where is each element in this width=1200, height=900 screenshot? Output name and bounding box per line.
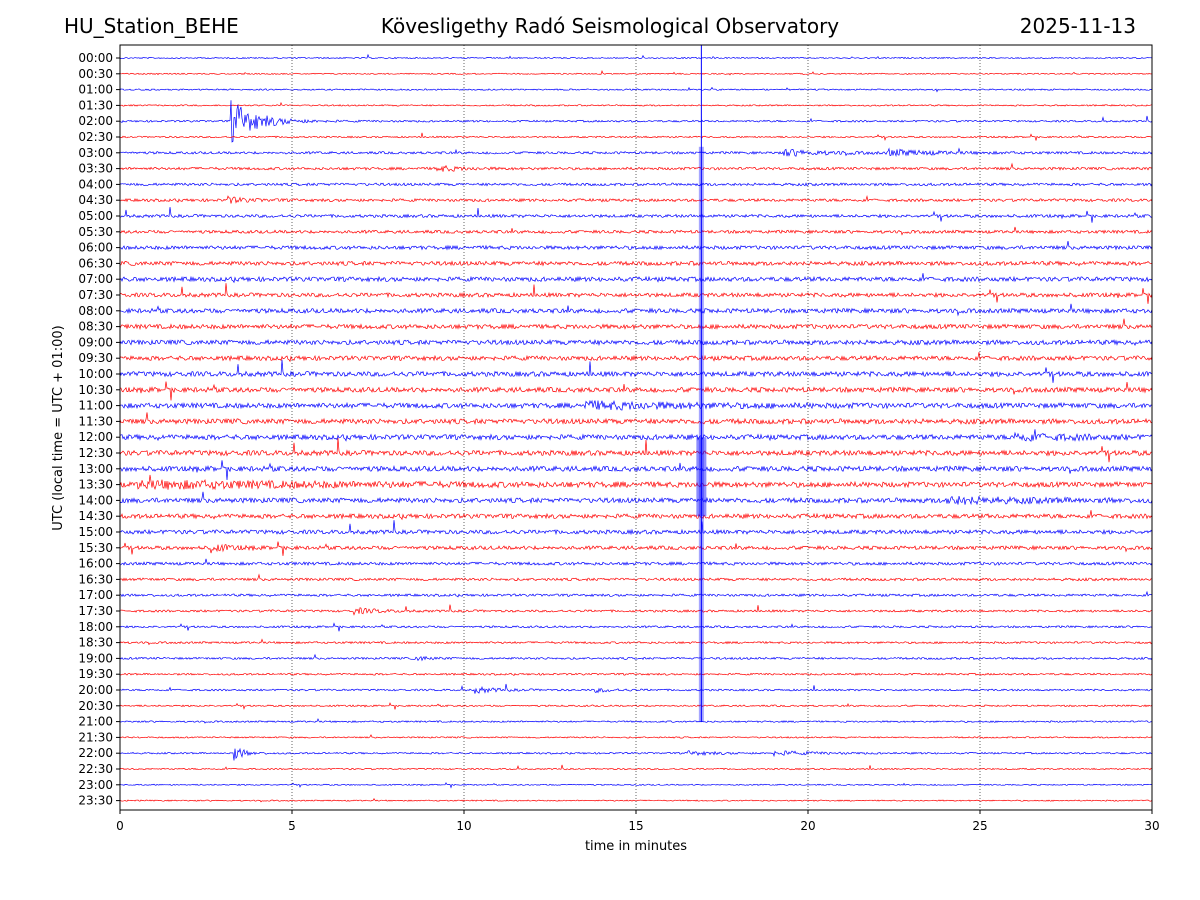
y-tick-label: 07:30 — [78, 288, 113, 302]
x-axis-ticks: 0 5 10 15 20 25 30 — [116, 810, 1160, 833]
y-tick-label: 05:00 — [78, 209, 113, 223]
y-tick-label: 03:30 — [78, 162, 113, 176]
x-tick-label: 5 — [288, 819, 296, 833]
x-tick-label: 25 — [972, 819, 987, 833]
y-tick-label: 00:30 — [78, 67, 113, 81]
y-tick-label: 04:30 — [78, 193, 113, 207]
y-tick-label: 15:30 — [78, 541, 113, 555]
seismic-trace-0030 — [119, 69, 1153, 76]
seismic-trace-1430 — [119, 510, 1153, 521]
y-tick-label: 21:00 — [78, 715, 113, 729]
vertical-grid-lines — [291, 45, 981, 810]
y-tick-label: 08:30 — [78, 320, 113, 334]
x-tick-label: 0 — [116, 819, 124, 833]
y-tick-label: 09:30 — [78, 351, 113, 365]
y-tick-label: 10:00 — [78, 367, 113, 381]
seismic-trace-1600 — [119, 558, 1153, 567]
event-spike-band — [698, 146, 704, 722]
event-spike-peak — [696, 437, 707, 517]
y-tick-label: 05:30 — [78, 225, 113, 239]
y-tick-label: 06:30 — [78, 256, 113, 270]
x-tick-label: 15 — [628, 819, 643, 833]
y-tick-label: 18:30 — [78, 636, 113, 650]
y-tick-label: 02:00 — [78, 114, 113, 128]
y-tick-label: 22:30 — [78, 762, 113, 776]
seismic-trace-0300 — [119, 147, 1153, 157]
seismic-trace-0700 — [119, 273, 1153, 284]
y-tick-label: 14:30 — [78, 509, 113, 523]
seismic-traces — [119, 53, 1153, 803]
y-tick-label: 14:00 — [78, 493, 113, 507]
y-tick-label: 17:30 — [78, 604, 113, 618]
y-tick-label: 12:00 — [78, 430, 113, 444]
y-tick-label: 15:00 — [78, 525, 113, 539]
y-tick-label: 19:00 — [78, 651, 113, 665]
y-tick-label: 21:30 — [78, 730, 113, 744]
y-tick-label: 13:30 — [78, 478, 113, 492]
y-tick-label: 12:30 — [78, 446, 113, 460]
station-name: HU_Station_BEHE — [64, 14, 239, 38]
y-tick-label: 01:00 — [78, 83, 113, 97]
y-tick-label: 13:00 — [78, 462, 113, 476]
x-tick-label: 30 — [1144, 819, 1159, 833]
seismic-trace-1730 — [120, 604, 1153, 616]
y-tick-label: 06:00 — [78, 241, 113, 255]
y-axis-label: UTC (local time = UTC + 01:00) — [51, 325, 66, 530]
seismic-trace-1630 — [119, 573, 1153, 582]
y-tick-label: 23:00 — [78, 778, 113, 792]
y-tick-label: 16:30 — [78, 572, 113, 586]
y-tick-label: 16:00 — [78, 557, 113, 571]
y-tick-label: 00:00 — [78, 51, 113, 65]
y-tick-label: 08:00 — [78, 304, 113, 318]
y-tick-label: 01:30 — [78, 98, 113, 112]
seismic-trace-1930 — [119, 672, 1153, 677]
y-tick-label: 11:00 — [78, 399, 113, 413]
seismic-trace-0600 — [119, 241, 1153, 251]
seismic-trace-1830 — [119, 638, 1153, 646]
x-axis-label: time in minutes — [585, 839, 687, 854]
seismic-trace-2300 — [119, 782, 1153, 789]
chart-title: Kövesligethy Radó Seismological Observat… — [380, 14, 840, 38]
seismic-trace-0630 — [119, 260, 1153, 267]
x-tick-label: 20 — [800, 819, 815, 833]
y-tick-label: 20:30 — [78, 699, 113, 713]
y-tick-label: 23:30 — [78, 794, 113, 808]
y-tick-label: 19:30 — [78, 667, 113, 681]
y-tick-label: 03:00 — [78, 146, 113, 160]
seismic-trace-0930 — [119, 352, 1153, 363]
seismic-trace-1000 — [119, 359, 1153, 383]
seismic-trace-0500 — [119, 207, 1153, 223]
y-tick-label: 22:00 — [78, 746, 113, 760]
seismic-trace-0430 — [119, 195, 1153, 204]
seismic-trace-2100 — [119, 718, 1153, 724]
seismic-trace-0230 — [119, 132, 1153, 142]
y-tick-label: 20:00 — [78, 683, 113, 697]
chart-date: 2025-11-13 — [1019, 14, 1136, 38]
y-tick-label: 07:00 — [78, 272, 113, 286]
y-tick-label: 11:30 — [78, 414, 113, 428]
y-tick-label: 17:00 — [78, 588, 113, 602]
event-spike-overlay — [696, 45, 707, 722]
y-tick-label: 18:00 — [78, 620, 113, 634]
y-tick-label: 02:30 — [78, 130, 113, 144]
seismic-trace-2000 — [119, 683, 1153, 694]
x-tick-label: 10 — [456, 819, 471, 833]
y-tick-label: 09:00 — [78, 335, 113, 349]
seismic-trace-0000 — [119, 53, 1153, 60]
y-tick-label: 10:30 — [78, 383, 113, 397]
y-tick-label: 04:00 — [78, 177, 113, 191]
